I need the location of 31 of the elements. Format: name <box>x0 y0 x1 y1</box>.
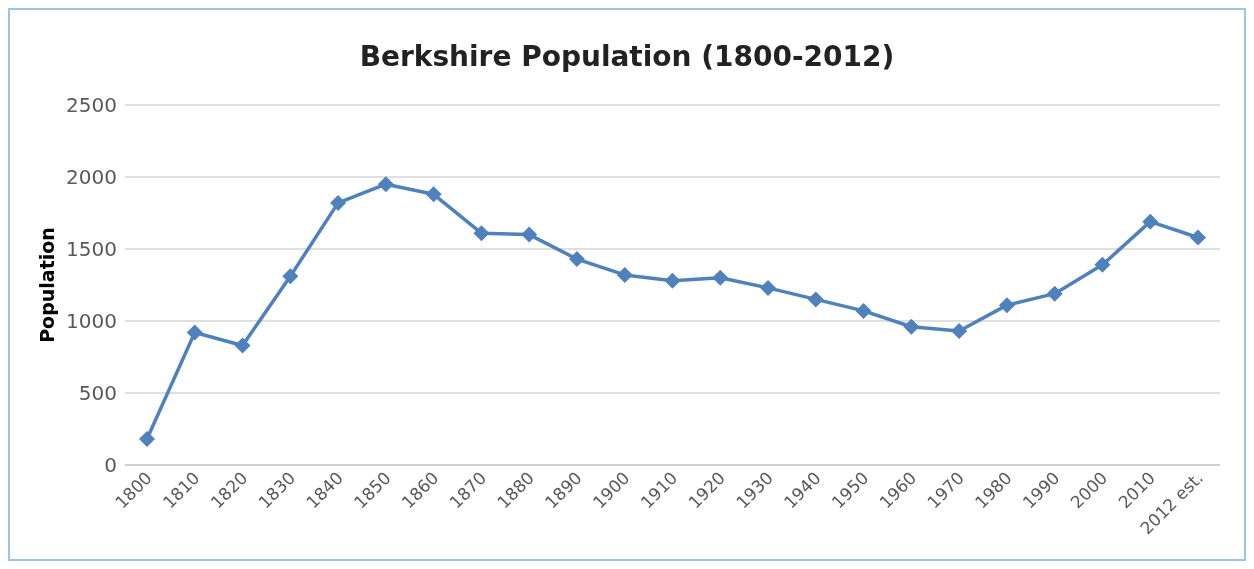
point <box>425 186 442 203</box>
point <box>1142 213 1159 230</box>
point <box>330 194 347 211</box>
point <box>1190 229 1206 246</box>
y-tick-label: 2500 <box>66 93 117 118</box>
y-tick-label: 2000 <box>66 165 117 190</box>
y-tick-label: 0 <box>104 453 117 478</box>
point <box>903 318 920 335</box>
point <box>807 291 824 308</box>
point <box>1046 285 1063 302</box>
point <box>998 297 1015 314</box>
point <box>234 337 251 354</box>
point <box>521 226 538 243</box>
point <box>712 269 729 286</box>
point <box>568 251 585 268</box>
y-tick-label: 1500 <box>66 237 117 262</box>
y-axis-title: Population <box>35 227 58 343</box>
point <box>282 268 299 285</box>
point <box>855 302 872 319</box>
y-tick-label: 1000 <box>66 309 117 334</box>
point <box>139 431 155 448</box>
y-tick-label: 500 <box>78 381 117 406</box>
point <box>473 225 490 242</box>
point <box>760 279 777 296</box>
point <box>186 324 203 341</box>
point <box>1094 256 1111 273</box>
chart-title: Berkshire Population (1800-2012) <box>358 40 896 75</box>
point <box>616 266 633 283</box>
point <box>377 176 394 193</box>
point <box>951 323 968 340</box>
point <box>664 272 681 289</box>
